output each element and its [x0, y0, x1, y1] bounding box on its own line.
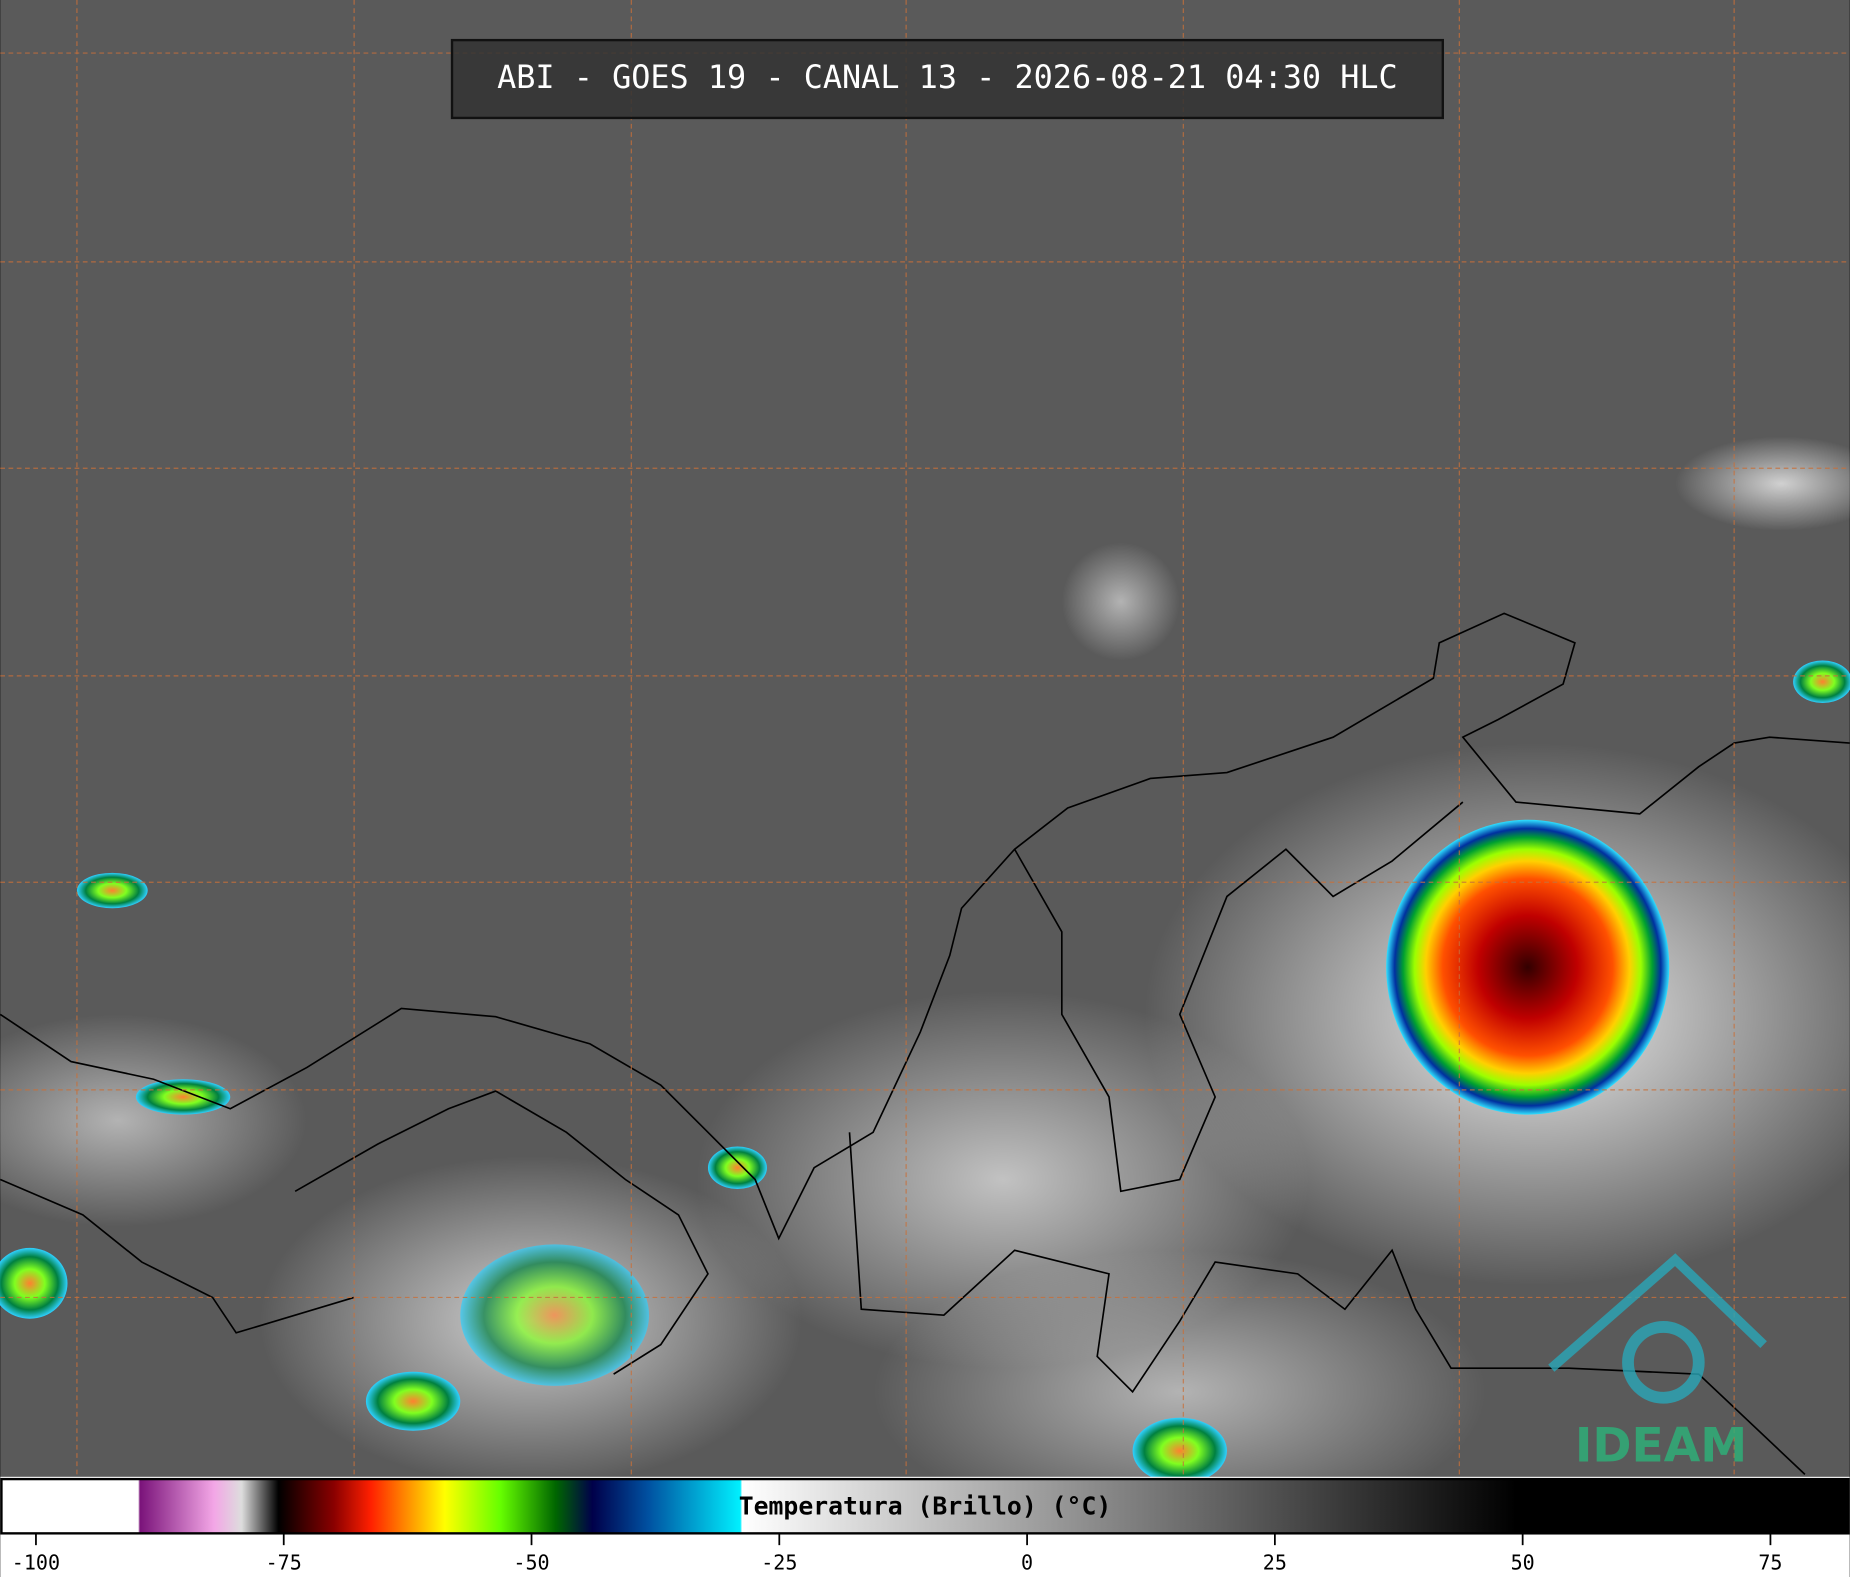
- tick-label: 25: [1263, 1551, 1287, 1575]
- colorbar: [0, 1477, 1850, 1535]
- tick-label: 75: [1758, 1551, 1782, 1575]
- tick-label: -100: [12, 1551, 60, 1575]
- graticule: [0, 0, 1850, 1477]
- title: ABI - GOES 19 - CANAL 13 - 2026-08-21 04…: [497, 58, 1398, 96]
- tick-label: 0: [1021, 1551, 1033, 1575]
- tick-label: -75: [266, 1551, 302, 1575]
- tick-label: 50: [1511, 1551, 1535, 1575]
- tick-label: -25: [761, 1551, 797, 1575]
- tick-label: -50: [513, 1551, 549, 1575]
- colorbar-label: Temperatura (Brillo) (°C): [739, 1491, 1112, 1520]
- coastlines: [0, 612, 1850, 1475]
- logo: IDEAM: [1548, 1253, 1767, 1473]
- title-box: [450, 38, 1444, 120]
- logo-text: IDEAM: [1575, 1418, 1747, 1473]
